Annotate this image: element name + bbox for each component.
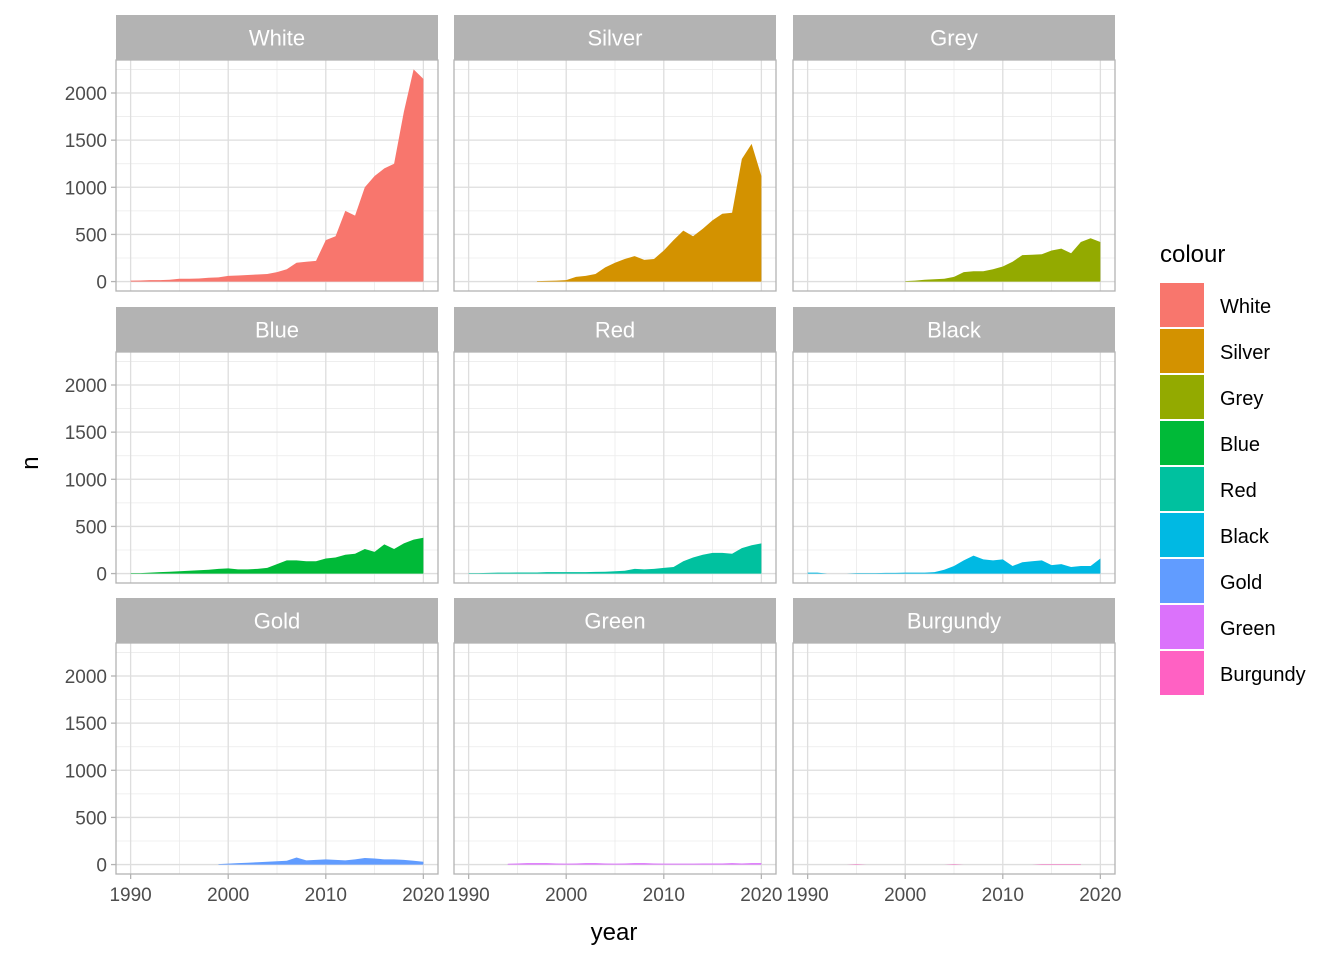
x-tick-label: 2010	[643, 885, 685, 906]
legend-label: White	[1220, 296, 1271, 318]
legend-label: Silver	[1220, 342, 1270, 364]
x-tick-label: 2020	[402, 885, 444, 906]
x-tick-label: 1990	[109, 885, 151, 906]
facet-panel-green: Green 1990 2000 2010 2020	[447, 598, 782, 906]
y-tick-label: 1000	[65, 761, 107, 782]
x-tick-label: 2020	[740, 885, 782, 906]
facet-panel-black: Black	[793, 307, 1115, 583]
legend-key-gold	[1160, 559, 1204, 603]
legend-key-burgundy	[1160, 651, 1204, 695]
facet-strip-label: Grey	[930, 26, 978, 51]
y-tick-label: 1000	[65, 178, 107, 199]
y-tick-label: 2000	[65, 376, 107, 397]
facet-strip-label: Silver	[587, 26, 642, 51]
legend-key-silver	[1160, 329, 1204, 373]
legend-key-white	[1160, 283, 1204, 327]
legend-label: Burgundy	[1220, 664, 1306, 686]
legend-label: Black	[1220, 526, 1270, 548]
facet-strip-label: Gold	[254, 609, 300, 634]
y-tick-label: 0	[96, 856, 107, 877]
y-tick-label: 1000	[65, 470, 107, 491]
x-tick-label: 1990	[786, 885, 828, 906]
x-tick-label: 2010	[982, 885, 1024, 906]
y-tick-label: 2000	[65, 667, 107, 688]
facet-panel-burgundy: Burgundy 1990 2000 2010 2020	[786, 598, 1121, 906]
y-tick-label: 500	[75, 517, 107, 538]
y-tick-label: 0	[96, 565, 107, 586]
y-tick-label: 1500	[65, 423, 107, 444]
facet-panel-blue: Blue 0 500 1000 1500 2000	[65, 307, 438, 586]
x-tick-label: 2020	[1079, 885, 1121, 906]
y-tick-label: 500	[75, 808, 107, 829]
x-tick-label: 2000	[545, 885, 587, 906]
legend-title: colour	[1160, 241, 1225, 268]
legend-label: Gold	[1220, 572, 1262, 594]
facet-panel-gold: Gold 0 500 1000 1500 2000 1990 2000 2010 2020	[65, 598, 445, 906]
facet-strip-label: Blue	[255, 318, 299, 343]
y-tick-label: 500	[75, 225, 107, 246]
legend-key-black	[1160, 513, 1204, 557]
facet-strip-label: Black	[927, 318, 982, 343]
legend-label: Green	[1220, 618, 1276, 640]
y-tick-label: 0	[96, 273, 107, 294]
legend-key-green	[1160, 605, 1204, 649]
x-axis-title: year	[591, 919, 638, 946]
legend-label: Grey	[1220, 388, 1263, 410]
y-tick-label: 1500	[65, 714, 107, 735]
facet-strip-label: Burgundy	[907, 609, 1001, 634]
facet-panel-red: Red	[454, 307, 776, 583]
legend-key-grey	[1160, 375, 1204, 419]
facet-strip-label: Green	[584, 609, 645, 634]
x-tick-label: 2000	[207, 885, 249, 906]
facet-strip-label: White	[249, 26, 305, 51]
y-axis-title: n	[17, 456, 44, 469]
y-tick-label: 2000	[65, 84, 107, 105]
legend-key-blue	[1160, 421, 1204, 465]
x-tick-label: 2000	[884, 885, 926, 906]
legend: colour White Silver Grey Blue Red Black Gold Gre…	[1160, 241, 1306, 695]
x-tick-label: 2010	[305, 885, 347, 906]
y-tick-label: 1500	[65, 131, 107, 152]
legend-key-red	[1160, 467, 1204, 511]
facet-strip-label: Red	[595, 318, 635, 343]
x-tick-label: 1990	[447, 885, 489, 906]
facet-panel-silver: Silver	[454, 15, 776, 291]
facet-panel-white: White 0 500 1000 1500 2000	[65, 15, 438, 294]
legend-label: Blue	[1220, 434, 1260, 456]
facet-panel-grey: Grey	[793, 15, 1115, 291]
legend-label: Red	[1220, 480, 1257, 502]
